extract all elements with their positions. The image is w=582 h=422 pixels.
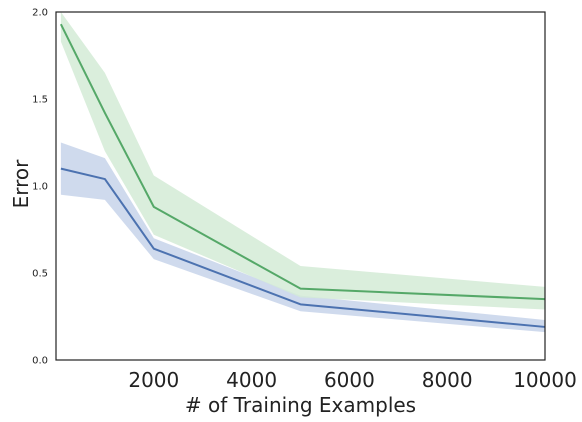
plot-frame (55, 11, 546, 361)
y-tick-label: 0.0 (32, 356, 48, 367)
y-tick-label: 1.5 (32, 95, 48, 106)
y-tick-label: 0.5 (32, 269, 48, 280)
series-2-line (59, 23, 546, 301)
y-tick-label: 2.0 (32, 8, 48, 19)
x-axis-label: # of Training Examples (185, 393, 416, 417)
y-tick-label: 1.0 (32, 182, 48, 193)
series-1-line (60, 167, 546, 328)
x-tick-labels: 2000 4000 6000 8000 10000 (128, 368, 576, 392)
y-tick-labels: 0.0 0.5 1.0 1.5 2.0 (32, 8, 48, 367)
x-tick-label: 10000 (513, 368, 577, 392)
x-tick-label: 4000 (226, 368, 277, 392)
x-tick-label: 2000 (128, 368, 179, 392)
confidence-bands (60, 12, 545, 333)
x-tick-label: 6000 (324, 368, 375, 392)
series-2-band (60, 12, 545, 310)
y-axis-label: Error (9, 159, 33, 209)
series-lines (59, 23, 546, 328)
x-tick-label: 8000 (422, 368, 473, 392)
